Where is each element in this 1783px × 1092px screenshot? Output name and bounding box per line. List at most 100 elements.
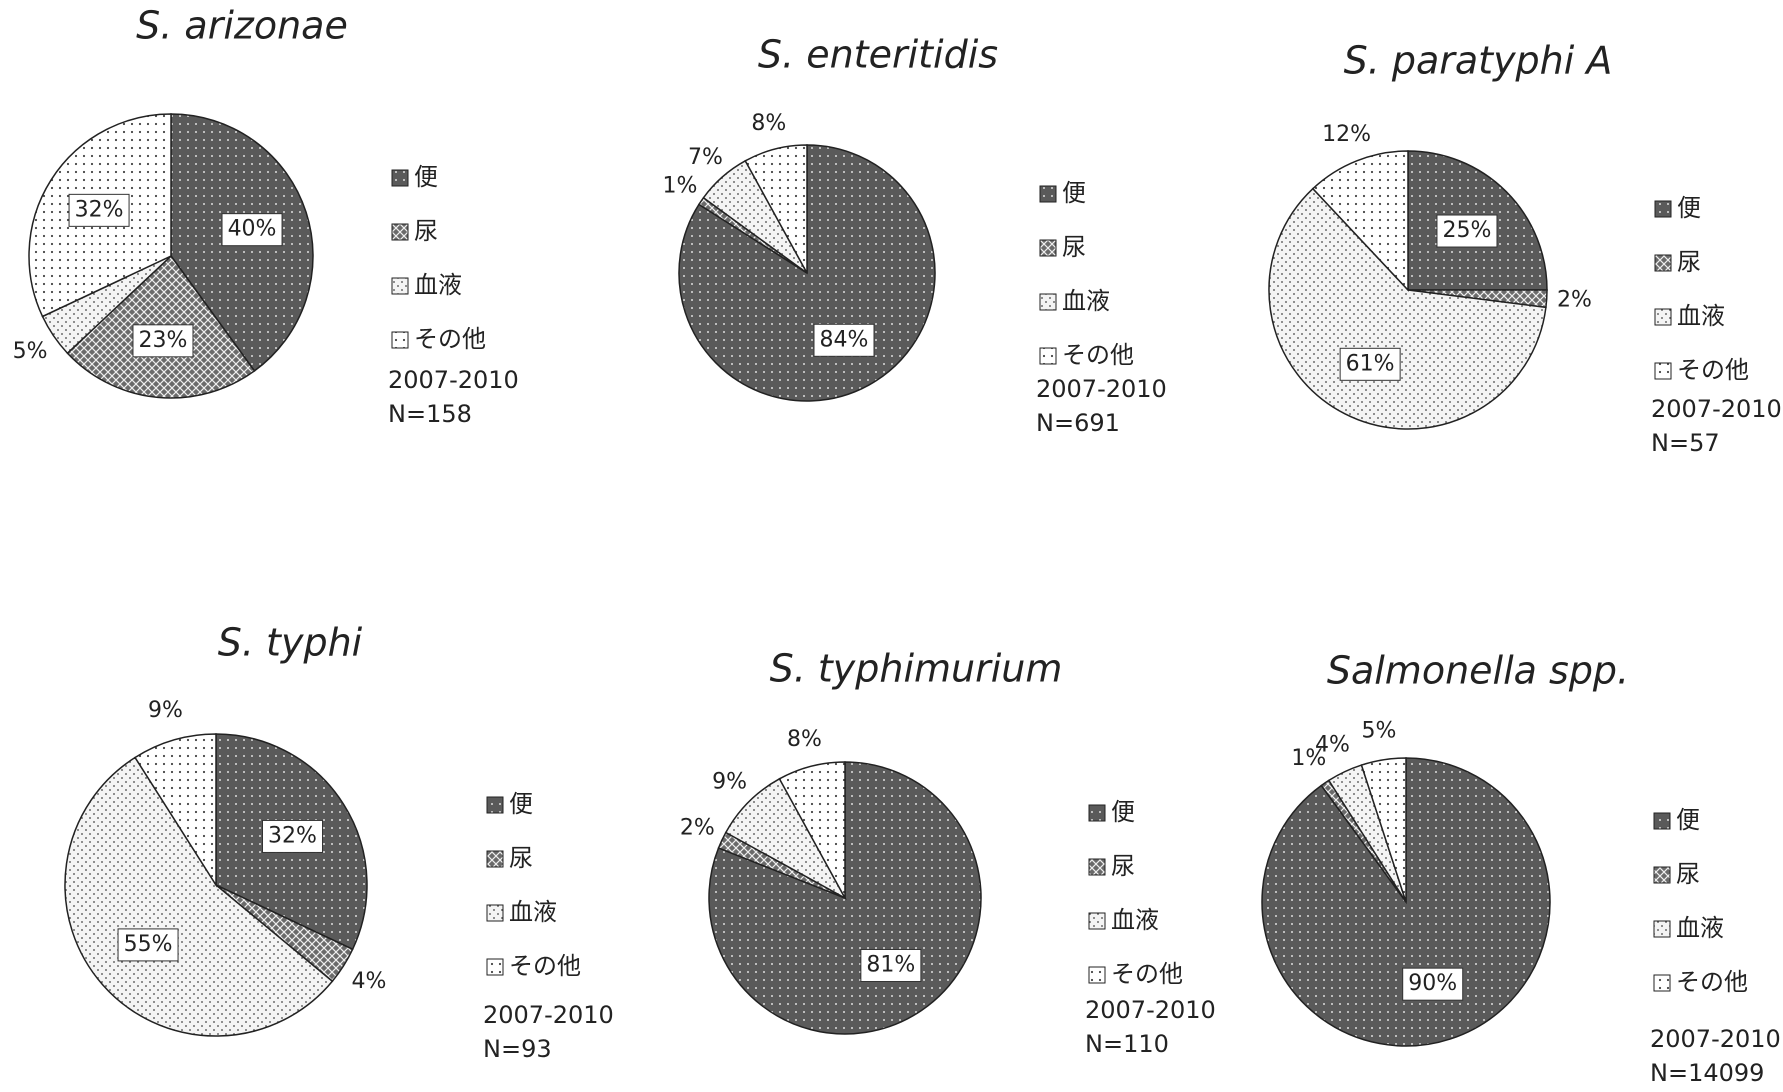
- legend-swatch: [1088, 966, 1106, 984]
- legend-swatch: [486, 904, 504, 922]
- data-label: 5%: [1362, 718, 1397, 743]
- annotation: 2007-2010: [1085, 996, 1216, 1024]
- legend-label: 便: [1677, 194, 1701, 222]
- legend-swatch: [1654, 308, 1672, 326]
- legend-swatch: [391, 331, 409, 349]
- legend-swatch: [1088, 858, 1106, 876]
- legend-label: 便: [1676, 806, 1700, 834]
- chart-title: S. enteritidis: [758, 33, 998, 77]
- data-label: 40%: [228, 217, 277, 242]
- legend-swatch: [1653, 866, 1671, 884]
- pie-slice: [1311, 150, 1409, 292]
- legend-swatch: [1654, 254, 1672, 272]
- chart-title: S. paratyphi A: [1344, 39, 1613, 83]
- pie-slice: [64, 756, 334, 1037]
- legend-label: その他: [414, 325, 486, 353]
- data-label: 2%: [680, 816, 715, 841]
- chart-title: Salmonella spp.: [1327, 649, 1629, 693]
- legend-label: 血液: [1062, 287, 1110, 315]
- annotation: 2007-2010: [1650, 1025, 1781, 1053]
- legend-label: 尿: [1111, 852, 1135, 880]
- data-label: 8%: [787, 727, 822, 752]
- label-box: [860, 948, 922, 982]
- legend-label: その他: [1111, 960, 1183, 988]
- annotation: 2007-2010: [1651, 395, 1782, 423]
- legend-swatch: [1088, 804, 1106, 822]
- pie-slice: [134, 733, 217, 888]
- label-box: [221, 213, 283, 247]
- annotation: 2007-2010: [1036, 375, 1167, 403]
- data-label: 1%: [1291, 746, 1326, 771]
- legend-label: 血液: [1676, 914, 1724, 942]
- legend-label: 血液: [509, 898, 557, 926]
- data-label: 2%: [1557, 287, 1592, 312]
- chart-title: S. typhi: [218, 621, 363, 665]
- legend-swatch: [1039, 185, 1057, 203]
- pie-slice: [1360, 757, 1407, 903]
- legend-swatch: [1653, 920, 1671, 938]
- data-label: 8%: [751, 111, 786, 136]
- annotation: N=158: [388, 400, 472, 428]
- label-box: [132, 324, 194, 358]
- legend-swatch: [486, 958, 504, 976]
- data-label: 84%: [820, 327, 869, 352]
- annotation: N=691: [1036, 409, 1120, 437]
- legend-label: その他: [1677, 356, 1749, 384]
- annotation: N=110: [1085, 1030, 1169, 1058]
- label-box: [1339, 347, 1401, 381]
- legend-swatch: [391, 169, 409, 187]
- legend-label: 尿: [509, 844, 533, 872]
- legend-swatch: [1088, 912, 1106, 930]
- annotation: N=57: [1651, 429, 1720, 457]
- legend-label: 尿: [1677, 248, 1701, 276]
- legend-swatch: [1039, 293, 1057, 311]
- legend-label: 便: [414, 163, 438, 191]
- legend-swatch: [1654, 362, 1672, 380]
- data-label: 61%: [1346, 351, 1395, 376]
- legend-swatch: [1654, 200, 1672, 218]
- legend-label: 尿: [1676, 860, 1700, 888]
- annotation: 2007-2010: [483, 1001, 614, 1029]
- label-box: [813, 323, 875, 357]
- legend-swatch: [1039, 239, 1057, 257]
- annotation: N=93: [483, 1035, 552, 1063]
- data-label: 4%: [352, 969, 387, 994]
- legend-label: 便: [1062, 179, 1086, 207]
- data-label: 25%: [1443, 218, 1492, 243]
- legend-label: 尿: [414, 217, 438, 245]
- label-box: [1402, 967, 1464, 1001]
- data-label: 9%: [712, 770, 747, 795]
- legend-label: その他: [509, 952, 581, 980]
- data-label: 32%: [268, 823, 317, 848]
- legend-swatch: [1653, 812, 1671, 830]
- legend-label: 血液: [1111, 906, 1159, 934]
- annotation: 2007-2010: [388, 366, 519, 394]
- legend-swatch: [486, 850, 504, 868]
- legend-label: 血液: [1677, 302, 1725, 330]
- label-box: [117, 928, 179, 962]
- data-label: 1%: [663, 174, 698, 199]
- data-label: 5%: [13, 339, 48, 364]
- pie-slice: [744, 144, 808, 274]
- data-label: 4%: [1315, 733, 1350, 758]
- data-label: 7%: [688, 145, 723, 170]
- data-label: 90%: [1408, 971, 1457, 996]
- chart-title: S. typhimurium: [770, 647, 1063, 691]
- chart-title: S. arizonae: [136, 4, 348, 48]
- legend-swatch: [1039, 347, 1057, 365]
- legend-label: 便: [509, 790, 533, 818]
- legend-label: その他: [1062, 341, 1134, 369]
- pie-slice: [778, 761, 846, 899]
- annotation: N=14099: [1650, 1059, 1764, 1087]
- data-label: 23%: [139, 328, 188, 353]
- legend-label: その他: [1676, 968, 1748, 996]
- data-label: 9%: [148, 698, 183, 723]
- legend-swatch: [486, 796, 504, 814]
- legend-label: 尿: [1062, 233, 1086, 261]
- label-box: [68, 193, 130, 227]
- label-box: [261, 819, 323, 853]
- legend-swatch: [391, 277, 409, 295]
- legend-swatch: [391, 223, 409, 241]
